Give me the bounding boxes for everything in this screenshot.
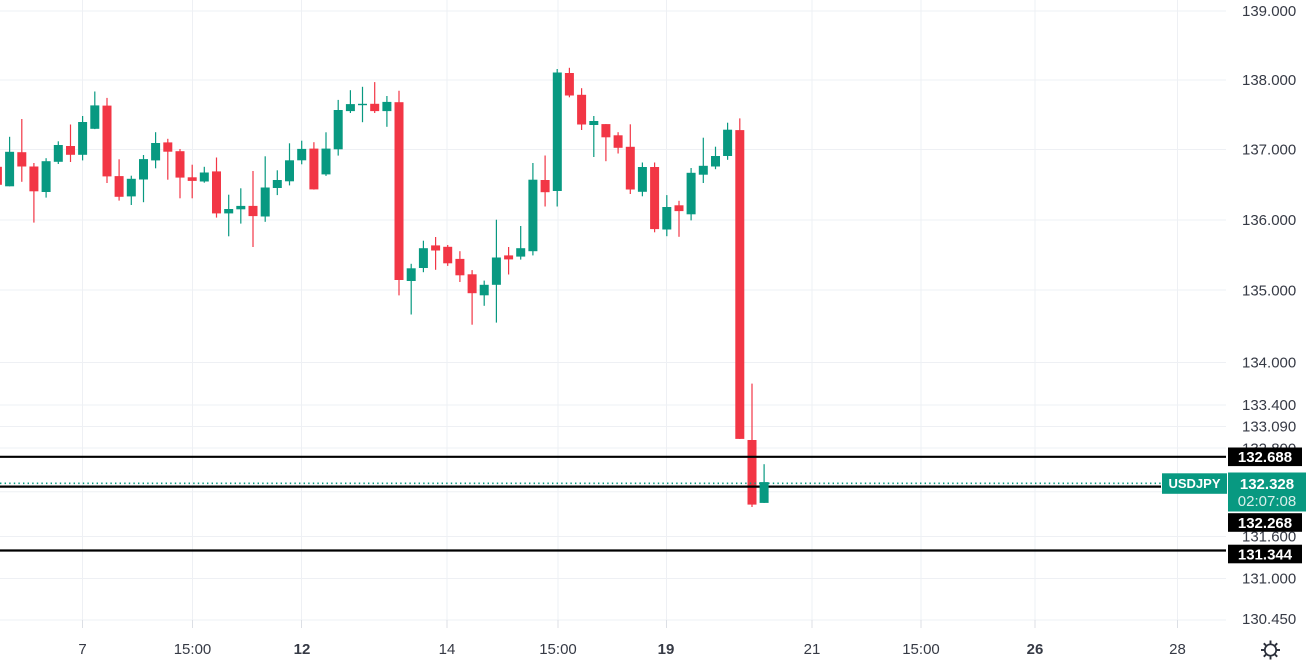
svg-text:137.000: 137.000 [1242,142,1296,159]
svg-text:130.450: 130.450 [1242,611,1296,628]
svg-text:7: 7 [78,641,86,658]
svg-text:26: 26 [1027,641,1044,658]
svg-text:133.090: 133.090 [1242,419,1296,436]
svg-text:134.000: 134.000 [1242,355,1296,372]
svg-text:15:00: 15:00 [539,641,577,658]
svg-text:136.000: 136.000 [1242,212,1296,229]
svg-text:132.328: 132.328 [1240,476,1294,493]
svg-text:28: 28 [1169,641,1186,658]
svg-text:133.400: 133.400 [1242,397,1296,414]
svg-text:135.000: 135.000 [1242,283,1296,300]
svg-text:14: 14 [439,641,456,658]
svg-text:132.688: 132.688 [1238,449,1292,466]
svg-text:21: 21 [804,641,821,658]
svg-text:138.000: 138.000 [1242,72,1296,89]
svg-text:19: 19 [658,641,675,658]
svg-text:02:07:08: 02:07:08 [1238,493,1296,510]
svg-text:USDJPY: USDJPY [1168,476,1220,491]
svg-text:132.268: 132.268 [1238,515,1292,532]
svg-text:131.000: 131.000 [1242,571,1296,588]
svg-text:131.344: 131.344 [1238,546,1293,563]
svg-text:12: 12 [294,641,311,658]
svg-text:15:00: 15:00 [174,641,212,658]
svg-text:139.000: 139.000 [1242,3,1296,20]
svg-text:131.600: 131.600 [1242,529,1296,546]
svg-text:15:00: 15:00 [902,641,940,658]
